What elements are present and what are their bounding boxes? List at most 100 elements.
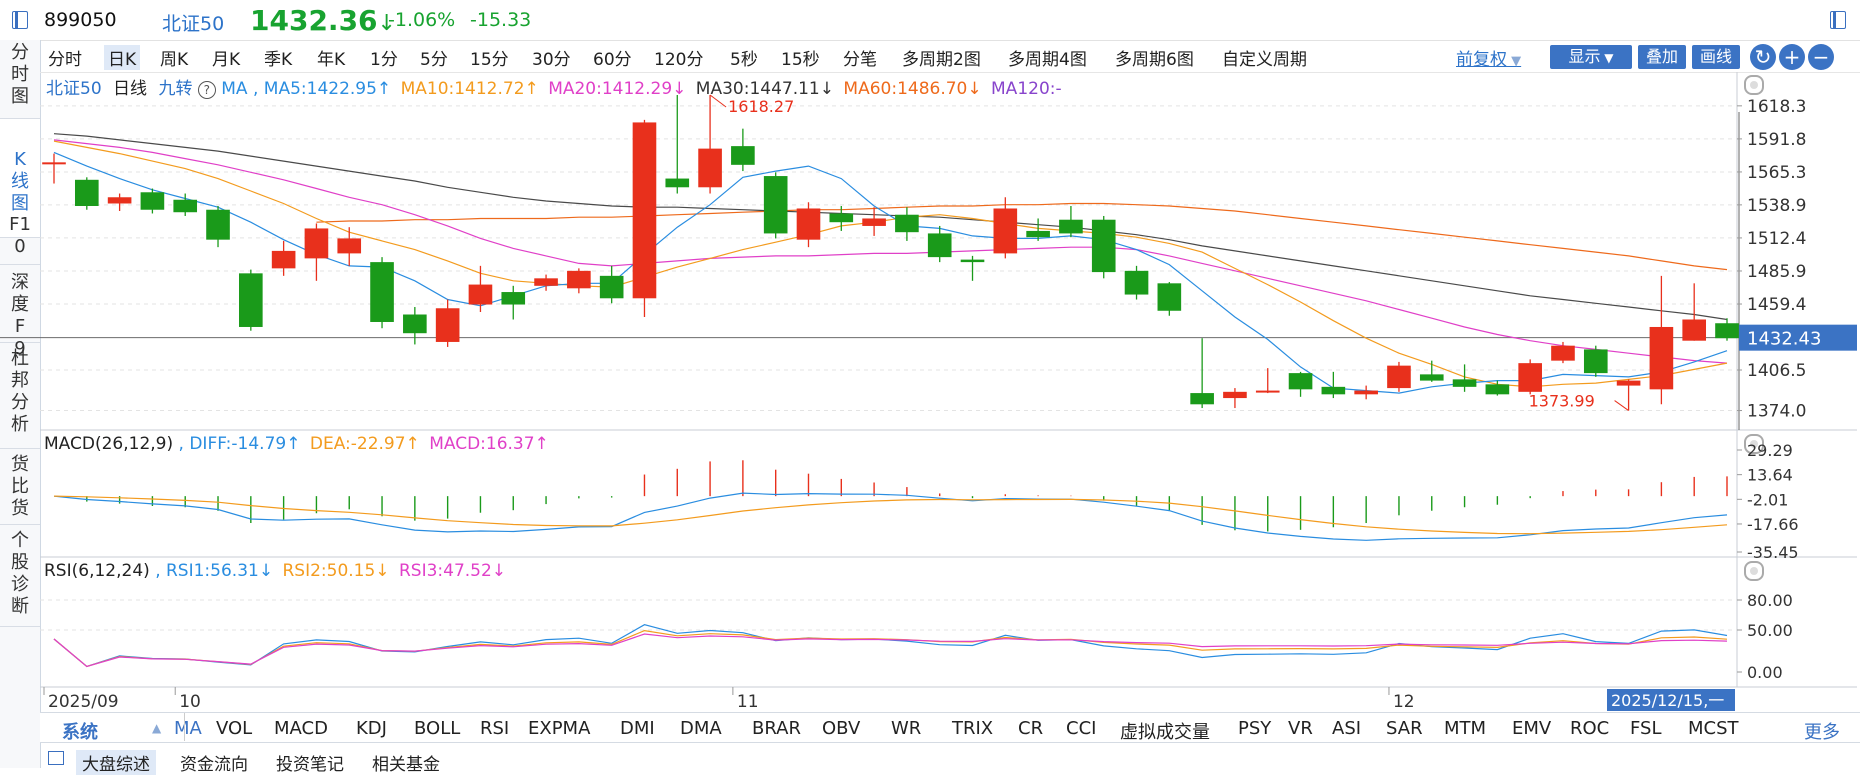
indicator-tab-12[interactable]: WR	[891, 718, 922, 739]
candle-body[interactable]	[1223, 391, 1247, 399]
candle-body[interactable]	[140, 192, 165, 210]
indicator-tab-7[interactable]: EXPMA	[528, 718, 591, 739]
indicator-tab-21[interactable]: MTM	[1444, 718, 1487, 739]
candle-body[interactable]	[731, 146, 755, 165]
tab-notes[interactable]: 投资笔记	[276, 755, 344, 775]
sidebar-toggle-icon[interactable]	[12, 11, 28, 29]
tab-depth[interactable]: 深度F9	[0, 268, 40, 359]
candle-body[interactable]	[1091, 219, 1116, 273]
candle-body[interactable]	[107, 197, 132, 204]
indicator-tab-1[interactable]: MA	[174, 718, 202, 739]
period-120min[interactable]: 120分	[654, 50, 704, 70]
period-quarterly[interactable]: 季K	[264, 50, 293, 70]
candle-body[interactable]	[1354, 390, 1378, 395]
candle-body[interactable]	[1190, 393, 1214, 405]
tab-related-funds[interactable]: 相关基金	[372, 755, 440, 775]
indicator-tab-2[interactable]: VOL	[216, 718, 253, 739]
indicator-tab-14[interactable]: CR	[1018, 718, 1044, 739]
candle-body[interactable]	[74, 179, 99, 206]
indicator-tab-8[interactable]: DMI	[620, 718, 655, 739]
candle-body[interactable]	[1157, 283, 1182, 311]
indicator-tab-16[interactable]: 虚拟成交量	[1120, 722, 1210, 743]
indicator-tab-25[interactable]: MCST	[1688, 718, 1739, 739]
period-30min[interactable]: 30分	[532, 50, 571, 70]
indicator-tab-9[interactable]: DMA	[680, 718, 722, 739]
indicator-tab-13[interactable]: TRIX	[952, 718, 994, 739]
period-multi4[interactable]: 多周期4图	[1008, 50, 1087, 70]
kline-chart[interactable]: 29.29 13.64 -2.01 -17.66 -35.45 80.00 50.00 0.…	[0, 0, 1860, 712]
indicator-tab-5[interactable]: BOLL	[414, 718, 461, 739]
candle-body[interactable]	[1124, 270, 1149, 295]
tab-diagnosis[interactable]: 个股诊断	[0, 526, 40, 627]
candle-body[interactable]	[763, 176, 788, 234]
candle-body[interactable]	[1452, 379, 1477, 387]
indicator-tab-15[interactable]: CCI	[1066, 718, 1097, 739]
candle-body[interactable]	[271, 250, 296, 269]
period-1min[interactable]: 1分	[370, 50, 398, 70]
indicator-tab-10[interactable]: BRAR	[752, 718, 801, 739]
rsi-settings-icon[interactable]	[1744, 561, 1764, 581]
indicator-tab-20[interactable]: SAR	[1386, 718, 1423, 739]
tab-fund-flow[interactable]: 资金流向	[180, 755, 248, 775]
candle-body[interactable]	[1682, 319, 1707, 341]
candle-body[interactable]	[862, 218, 886, 226]
candle-body[interactable]	[1649, 326, 1674, 390]
candle-body[interactable]	[370, 262, 394, 322]
indicator-tab-17[interactable]: PSY	[1238, 718, 1272, 739]
zoom-in-icon[interactable]: +	[1779, 44, 1805, 70]
candle-body[interactable]	[1485, 384, 1510, 395]
candle-body[interactable]	[796, 208, 821, 240]
tab-kline[interactable]: K线图	[0, 119, 40, 238]
candle-body[interactable]	[1288, 373, 1313, 390]
candle-body[interactable]	[1059, 219, 1083, 234]
indicator-tab-18[interactable]: VR	[1288, 718, 1313, 739]
candle-body[interactable]	[304, 228, 329, 259]
refresh-icon[interactable]: ↻	[1750, 44, 1776, 70]
macd-settings-icon[interactable]	[1744, 434, 1764, 454]
candle-body[interactable]	[173, 199, 198, 213]
period-60min[interactable]: 60分	[593, 50, 632, 70]
period-timeshare[interactable]: 分时	[48, 50, 82, 70]
tab-dupont[interactable]: 杜邦分析	[0, 344, 40, 449]
period-yearly[interactable]: 年K	[317, 50, 346, 70]
main-chart-settings-icon[interactable]	[1744, 75, 1764, 95]
candle-body[interactable]	[534, 278, 558, 286]
candle-body[interactable]	[895, 214, 919, 233]
candle-body[interactable]	[42, 162, 66, 165]
tab-compare[interactable]: 货比货	[0, 450, 40, 525]
candle-body[interactable]	[567, 270, 591, 289]
overlay-button[interactable]: 叠加	[1638, 45, 1686, 69]
period-multi6[interactable]: 多周期6图	[1115, 50, 1194, 70]
period-15sec[interactable]: 15秒	[781, 50, 820, 70]
period-tick[interactable]: 分笔	[843, 50, 877, 70]
candle-body[interactable]	[206, 209, 230, 240]
candle-body[interactable]	[829, 213, 854, 223]
candle-body[interactable]	[1616, 380, 1641, 386]
system-dropdown-arrow-icon[interactable]: ▲	[152, 721, 162, 735]
indicator-tab-4[interactable]: KDJ	[356, 718, 387, 739]
candle-body[interactable]	[435, 308, 460, 342]
indicator-tab-0[interactable]: 系统	[62, 722, 98, 743]
candle-body[interactable]	[599, 275, 624, 299]
indicator-tab-19[interactable]: ASI	[1332, 718, 1362, 739]
candle-body[interactable]	[698, 148, 722, 188]
legend-nine-turn[interactable]: 九转	[158, 79, 193, 99]
candle-body[interactable]	[501, 292, 526, 305]
indicator-tab-3[interactable]: MACD	[274, 718, 328, 739]
zoom-out-icon[interactable]: −	[1808, 44, 1834, 70]
candle-body[interactable]	[239, 273, 263, 327]
indicator-tab-24[interactable]: FSL	[1630, 718, 1662, 739]
display-dropdown[interactable]: 显示 ▼	[1550, 45, 1632, 69]
tab-market-summary[interactable]: 大盘综述	[76, 750, 156, 775]
period-5min[interactable]: 5分	[420, 50, 448, 70]
help-icon[interactable]: ?	[197, 81, 216, 99]
candle-body[interactable]	[1321, 386, 1346, 395]
legend-period[interactable]: 日线	[113, 79, 148, 99]
candle-body[interactable]	[927, 233, 952, 258]
candle-body[interactable]	[1026, 230, 1050, 238]
indicator-tab-26[interactable]: 更多	[1804, 722, 1840, 743]
candle-body[interactable]	[1255, 390, 1280, 393]
indicator-tab-22[interactable]: EMV	[1512, 718, 1552, 739]
period-5sec[interactable]: 5秒	[730, 50, 758, 70]
tab-f10[interactable]: F10	[0, 210, 40, 265]
